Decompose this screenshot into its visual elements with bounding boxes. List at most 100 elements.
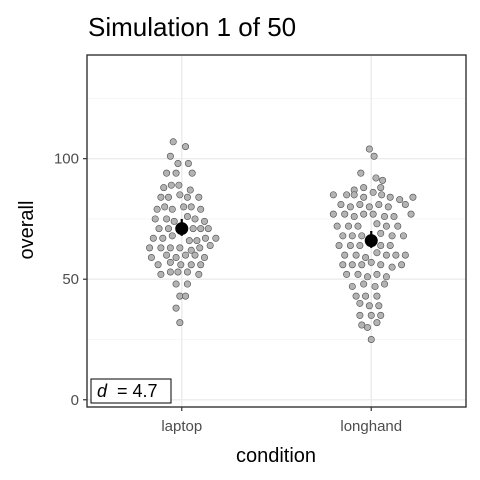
data-point-longhand xyxy=(386,241,394,249)
data-point-laptop xyxy=(154,261,162,269)
data-point-laptop xyxy=(182,143,190,151)
x-tick-label-laptop: laptop xyxy=(161,418,202,435)
data-point-laptop xyxy=(153,205,161,213)
data-point-longhand xyxy=(358,261,366,269)
data-point-laptop xyxy=(174,268,182,276)
data-point-longhand xyxy=(362,292,370,300)
plot-panel xyxy=(86,54,467,408)
data-point-laptop xyxy=(197,225,205,233)
data-point-longhand xyxy=(377,261,385,269)
data-point-longhand xyxy=(362,254,370,262)
data-point-laptop xyxy=(157,193,165,201)
effect-size-label: d = 4.7 xyxy=(97,381,158,401)
data-point-longhand xyxy=(377,229,385,237)
data-point-longhand xyxy=(346,203,354,211)
data-point-longhand xyxy=(339,232,347,240)
data-point-laptop xyxy=(185,237,193,245)
data-point-longhand xyxy=(373,249,381,257)
data-point-longhand xyxy=(367,335,375,343)
data-point-laptop xyxy=(146,244,154,252)
data-point-laptop xyxy=(174,159,182,167)
data-point-longhand xyxy=(354,270,362,278)
data-point-laptop xyxy=(155,225,163,233)
data-point-longhand xyxy=(384,203,392,211)
data-point-longhand xyxy=(365,203,373,211)
y-axis-title: overall xyxy=(16,201,38,260)
data-point-longhand xyxy=(352,292,360,300)
data-point-longhand xyxy=(356,241,364,249)
data-point-laptop xyxy=(180,203,188,211)
data-point-laptop xyxy=(200,217,208,225)
data-point-laptop xyxy=(168,205,176,213)
data-point-laptop xyxy=(161,203,169,211)
data-point-longhand xyxy=(382,273,390,281)
data-point-laptop xyxy=(164,193,172,201)
data-point-longhand xyxy=(373,270,381,278)
data-point-longhand xyxy=(407,210,415,218)
data-point-longhand xyxy=(356,200,364,208)
data-point-laptop xyxy=(201,234,209,242)
data-point-longhand xyxy=(399,232,407,240)
data-point-longhand xyxy=(341,251,349,259)
data-point-longhand xyxy=(382,222,390,230)
data-point-laptop xyxy=(159,234,167,242)
data-point-longhand xyxy=(375,200,383,208)
data-point-laptop xyxy=(166,268,174,276)
data-point-laptop xyxy=(166,244,174,252)
data-point-laptop xyxy=(166,152,174,160)
data-point-longhand xyxy=(363,273,371,281)
data-point-longhand xyxy=(381,213,389,221)
data-point-laptop xyxy=(195,270,203,278)
data-point-laptop xyxy=(172,254,180,262)
data-point-laptop xyxy=(182,251,190,259)
data-point-laptop xyxy=(157,270,165,278)
data-point-longhand xyxy=(371,282,379,290)
data-point-laptop xyxy=(157,244,165,252)
data-point-longhand xyxy=(363,323,371,331)
data-point-longhand xyxy=(377,241,385,249)
chart-title: Simulation 1 of 50 xyxy=(88,12,296,42)
data-point-laptop xyxy=(166,258,174,266)
panel-border xyxy=(86,54,467,408)
x-axis-title: condition xyxy=(236,445,316,467)
data-point-laptop xyxy=(197,205,205,213)
data-point-longhand xyxy=(378,191,386,199)
data-point-longhand xyxy=(354,222,362,230)
data-point-longhand xyxy=(398,261,406,269)
data-point-laptop xyxy=(191,215,199,223)
y-tick-label: 50 xyxy=(62,271,79,288)
data-point-laptop xyxy=(163,169,171,177)
data-point-longhand xyxy=(401,251,409,259)
data-point-longhand xyxy=(358,232,366,240)
data-point-longhand xyxy=(377,184,385,192)
data-point-longhand xyxy=(381,280,389,288)
data-point-laptop xyxy=(204,225,212,233)
data-point-laptop xyxy=(164,225,172,233)
data-point-longhand xyxy=(343,270,351,278)
data-point-longhand xyxy=(367,258,375,266)
data-point-laptop xyxy=(160,184,168,192)
data-point-longhand xyxy=(343,191,351,199)
data-point-longhand xyxy=(341,210,349,218)
data-point-laptop xyxy=(170,217,178,225)
data-point-longhand xyxy=(356,311,364,319)
mean-point-laptop xyxy=(175,222,189,236)
data-point-longhand xyxy=(348,261,356,269)
data-point-longhand xyxy=(346,241,354,249)
data-point-longhand xyxy=(369,188,377,196)
x-tick-label-longhand: longhand xyxy=(340,418,402,435)
data-point-laptop xyxy=(182,292,190,300)
effect-size-symbol: d xyxy=(97,381,108,401)
data-point-laptop xyxy=(163,251,171,259)
data-point-laptop xyxy=(206,241,214,249)
data-point-longhand xyxy=(367,311,375,319)
data-point-laptop xyxy=(172,304,180,312)
data-point-laptop xyxy=(183,193,191,201)
data-point-laptop xyxy=(176,244,184,252)
data-point-longhand xyxy=(369,210,377,218)
data-point-longhand xyxy=(390,213,398,221)
data-point-laptop xyxy=(187,203,195,211)
data-point-longhand xyxy=(350,213,358,221)
data-point-laptop xyxy=(184,159,192,167)
data-point-longhand xyxy=(350,191,358,199)
